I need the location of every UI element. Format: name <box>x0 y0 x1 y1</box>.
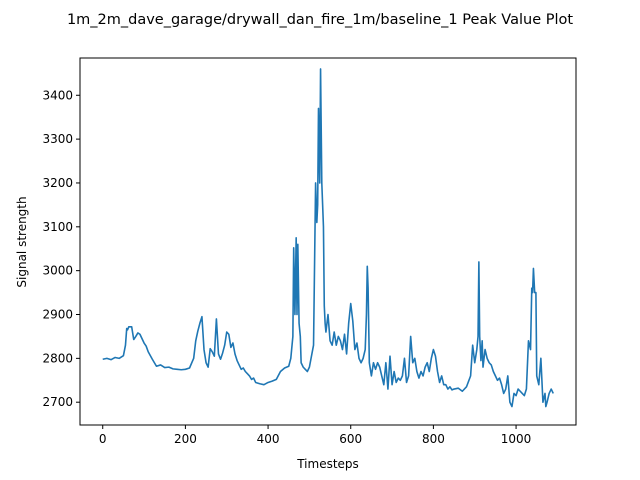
plot-area <box>79 57 577 426</box>
y-axis: 2700 2800 2900 3000 3100 3200 3300 3400 <box>42 88 80 409</box>
y-tick-label: 2700 <box>42 395 73 409</box>
x-tick-label: 0 <box>99 432 107 446</box>
y-axis-label: Signal strength <box>15 196 29 287</box>
x-tick-label: 400 <box>257 432 280 446</box>
y-tick-label: 3100 <box>42 220 73 234</box>
y-tick-label: 2900 <box>42 308 73 322</box>
plot-frame <box>79 57 577 426</box>
y-tick-label: 3300 <box>42 132 73 146</box>
series-layer <box>102 68 554 408</box>
y-tick-label: 3400 <box>42 88 73 102</box>
x-axis: 0 200 400 600 800 1000 <box>99 425 531 446</box>
series-line-0 <box>102 68 554 408</box>
x-tick-label: 1000 <box>501 432 532 446</box>
x-tick-label: 600 <box>339 432 362 446</box>
y-tick-label: 3000 <box>42 264 73 278</box>
x-tick-label: 200 <box>174 432 197 446</box>
x-axis-label: Timesteps <box>296 457 359 471</box>
y-tick-label: 2800 <box>42 351 73 365</box>
chart-title: 1m_2m_dave_garage/drywall_dan_fire_1m/ba… <box>67 12 573 28</box>
x-tick-label: 800 <box>422 432 445 446</box>
y-tick-label: 3200 <box>42 176 73 190</box>
